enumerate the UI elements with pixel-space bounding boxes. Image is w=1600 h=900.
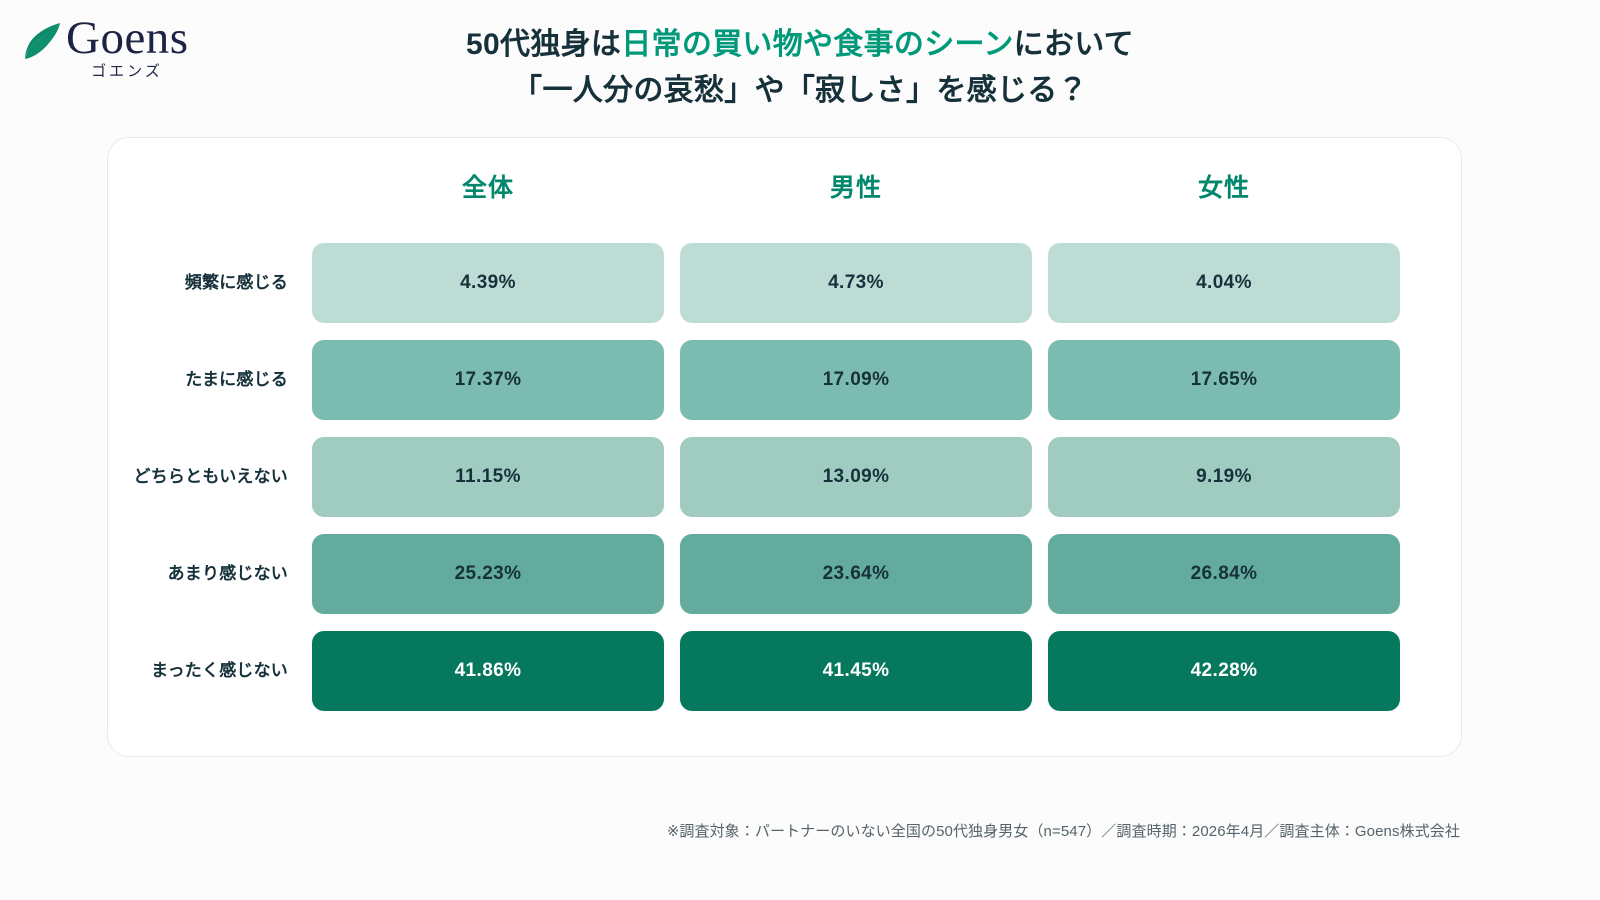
table-row: 頻繁に感じる 4.39% 4.73% 4.04% xyxy=(108,243,1461,340)
title-line-2: 「一人分の哀愁」や「寂しさ」を感じる？ xyxy=(512,73,1088,107)
bar-female: 9.19% xyxy=(1048,437,1400,517)
bar-overall: 17.37% xyxy=(312,340,664,420)
row-label: 頻繁に感じる xyxy=(184,273,288,292)
leaf-icon xyxy=(25,23,60,59)
row-label: あまり感じない xyxy=(167,564,288,583)
bar-value: 17.65% xyxy=(1190,369,1258,390)
row-label: まったく感じない xyxy=(151,661,288,680)
row-label: どちらともいえない xyxy=(133,467,288,486)
column-header-male: 男性 xyxy=(829,174,882,202)
column-header-female: 女性 xyxy=(1197,174,1250,202)
bar-value: 25.23% xyxy=(454,563,522,584)
bar-value: 17.37% xyxy=(454,369,522,390)
page-title: 50代独身は日常の買い物や食事のシーンにおいて 「一人分の哀愁」や「寂しさ」を感… xyxy=(0,22,1600,113)
logo-kana: ゴエンズ xyxy=(91,64,163,80)
table-row: あまり感じない 25.23% 23.64% 26.84% xyxy=(108,534,1461,631)
bar-female: 42.28% xyxy=(1048,631,1400,711)
bar-male: 17.09% xyxy=(680,340,1032,420)
chart-rows: 頻繁に感じる 4.39% 4.73% 4.04% たまに感じる 17.37% 1… xyxy=(108,243,1461,728)
bar-female: 4.04% xyxy=(1048,243,1400,323)
bar-male: 41.45% xyxy=(680,631,1032,711)
bar-value: 42.28% xyxy=(1190,660,1258,681)
column-header-row: 全体 男性 女性 xyxy=(108,168,1461,214)
survey-footnote: ※調査対象：パートナーのいない全国の50代独身男女（n=547）／調査時期：20… xyxy=(666,823,1460,840)
bar-value: 13.09% xyxy=(822,466,890,487)
title-line-1: 50代独身は日常の買い物や食事のシーンにおいて xyxy=(0,22,1600,68)
table-row: どちらともいえない 11.15% 13.09% 9.19% xyxy=(108,437,1461,534)
row-label: たまに感じる xyxy=(185,370,288,389)
bar-value: 23.64% xyxy=(822,563,890,584)
bar-value: 4.04% xyxy=(1196,272,1252,293)
chart-card: 全体 男性 女性 頻繁に感じる 4.39% 4.73% 4.04% たまに感じる… xyxy=(107,137,1462,757)
bar-female: 17.65% xyxy=(1048,340,1400,420)
bar-overall: 4.39% xyxy=(312,243,664,323)
bar-male: 4.73% xyxy=(680,243,1032,323)
brand-logo: Goens ゴエンズ xyxy=(22,14,282,94)
bar-value: 4.39% xyxy=(460,272,516,293)
bar-value: 4.73% xyxy=(828,272,884,293)
bar-overall: 41.86% xyxy=(312,631,664,711)
title-line1-part1: 50代独身は xyxy=(466,28,622,61)
bar-female: 26.84% xyxy=(1048,534,1400,614)
column-header-overall: 全体 xyxy=(461,174,514,202)
bar-value: 41.45% xyxy=(822,660,890,681)
bar-value: 9.19% xyxy=(1196,466,1252,487)
bar-value: 17.09% xyxy=(822,369,890,390)
logo-row: Goens xyxy=(22,14,282,62)
bar-value: 41.86% xyxy=(454,660,522,681)
title-line1-part2: において xyxy=(1013,28,1134,61)
bar-value: 26.84% xyxy=(1190,563,1258,584)
bar-overall: 11.15% xyxy=(312,437,664,517)
title-line1-highlight: 日常の買い物や食事のシーン xyxy=(621,28,1014,61)
table-row: たまに感じる 17.37% 17.09% 17.65% xyxy=(108,340,1461,437)
bar-male: 23.64% xyxy=(680,534,1032,614)
logo-wordmark: Goens xyxy=(66,12,189,64)
bar-male: 13.09% xyxy=(680,437,1032,517)
bar-overall: 25.23% xyxy=(312,534,664,614)
bar-value: 11.15% xyxy=(455,466,521,487)
table-row: まったく感じない 41.86% 41.45% 42.28% xyxy=(108,631,1461,728)
